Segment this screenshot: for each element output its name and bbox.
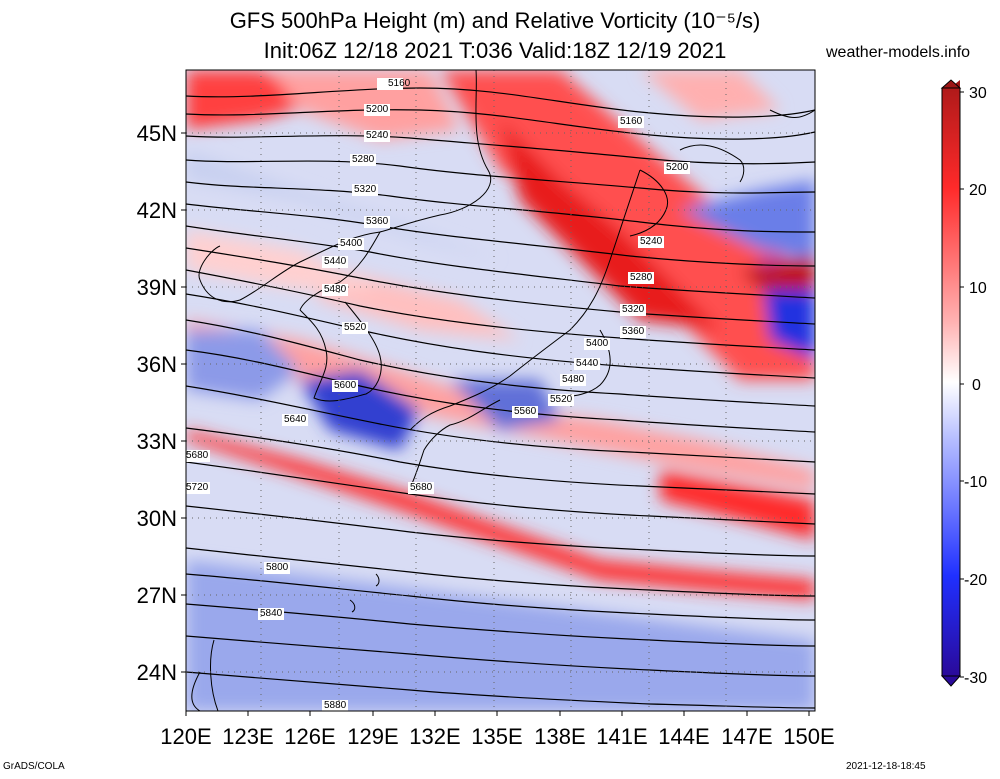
colorbar-tick-label: -20	[964, 572, 987, 589]
contour-label: 5320	[354, 184, 377, 195]
contour-label: 5600	[334, 380, 357, 391]
contour-label: 5520	[550, 394, 573, 405]
lat-tick-label: 42N	[137, 198, 177, 223]
map-frame	[185, 69, 816, 712]
colorbar-tick-label: 30	[969, 85, 987, 102]
software-credit: GrADS/COLA	[3, 761, 65, 772]
lat-tick-label: 45N	[137, 121, 177, 146]
lon-tick-label: 123E	[222, 724, 273, 749]
map-title: GFS 500hPa Height (m) and Relative Vorti…	[229, 8, 761, 33]
coastlines	[191, 70, 815, 711]
lat-tick-label: 27N	[137, 583, 177, 608]
contour-label: 5800	[266, 562, 289, 573]
colorbar: 30 20 10 0 -10 -20 -30	[940, 79, 987, 687]
colorbar-scale	[941, 87, 961, 677]
colorbar-tick-label: -10	[964, 474, 987, 491]
contour-label: 5680	[186, 450, 209, 461]
generated-timestamp: 2021-12-18-18:45	[846, 761, 926, 772]
contour-label: 5840	[260, 608, 283, 619]
contour-label: 5160	[388, 78, 411, 89]
contour-label: 5280	[352, 154, 375, 165]
height-contours	[186, 87, 815, 709]
graticule	[186, 70, 815, 711]
contour-label-group: 5160 5160 5200 5200 5240 5240 5280 5280 …	[186, 78, 690, 711]
contour-label: 5480	[562, 374, 585, 385]
contour-label: 5680	[410, 482, 433, 493]
colorbar-tick-label: 10	[969, 280, 987, 297]
lat-tick-label: 24N	[137, 660, 177, 685]
lon-tick-label: 120E	[160, 724, 211, 749]
contour-label: 5160	[620, 116, 643, 127]
contour-label: 5360	[622, 326, 645, 337]
lat-tick-label: 39N	[137, 275, 177, 300]
contour-label: 5240	[366, 130, 389, 141]
contour-label: 5240	[640, 236, 663, 247]
contour-label: 5880	[324, 700, 347, 711]
lon-tick-label: 147E	[721, 724, 772, 749]
contour-label: 5400	[340, 238, 363, 249]
contour-label: 5440	[324, 256, 347, 267]
lon-tick-label: 129E	[347, 724, 398, 749]
lat-tick-label: 36N	[137, 352, 177, 377]
lon-tick-label: 135E	[471, 724, 522, 749]
lon-axis: 120E 123E 126E 129E 132E 135E 138E 141E …	[160, 711, 835, 749]
lon-tick-label: 138E	[534, 724, 585, 749]
source-label: weather-models.info	[826, 44, 971, 61]
lat-tick-label: 33N	[137, 429, 177, 454]
contour-label: 5280	[630, 272, 653, 283]
lon-tick-label: 144E	[658, 724, 709, 749]
contour-label: 5400	[586, 338, 609, 349]
contour-label: 5320	[622, 304, 645, 315]
contour-label: 5560	[514, 406, 537, 417]
contour-label: 5640	[284, 414, 307, 425]
contour-label: 5200	[666, 162, 689, 173]
lon-tick-label: 141E	[596, 724, 647, 749]
contour-label: 5720	[186, 482, 209, 493]
lat-axis: 45N 42N 39N 36N 33N 30N 27N 24N	[137, 121, 186, 685]
lon-tick-label: 132E	[409, 724, 460, 749]
lon-tick-label: 150E	[783, 724, 834, 749]
colorbar-tick-label: -30	[964, 670, 987, 687]
vorticity-field: 5160 5160 5200 5200 5240 5240 5280 5280 …	[186, 70, 815, 711]
lat-tick-label: 30N	[137, 506, 177, 531]
contour-label: 5360	[366, 216, 389, 227]
map-subtitle: Init:06Z 12/18 2021 T:036 Valid:18Z 12/1…	[263, 38, 727, 63]
colorbar-tick-label: 0	[972, 377, 981, 394]
contour-label: 5520	[344, 322, 367, 333]
colorbar-tick-label: 20	[969, 182, 987, 199]
contour-label: 5200	[366, 104, 389, 115]
contour-label: 5440	[576, 358, 599, 369]
lon-tick-label: 126E	[284, 724, 335, 749]
contour-label: 5480	[324, 284, 347, 295]
